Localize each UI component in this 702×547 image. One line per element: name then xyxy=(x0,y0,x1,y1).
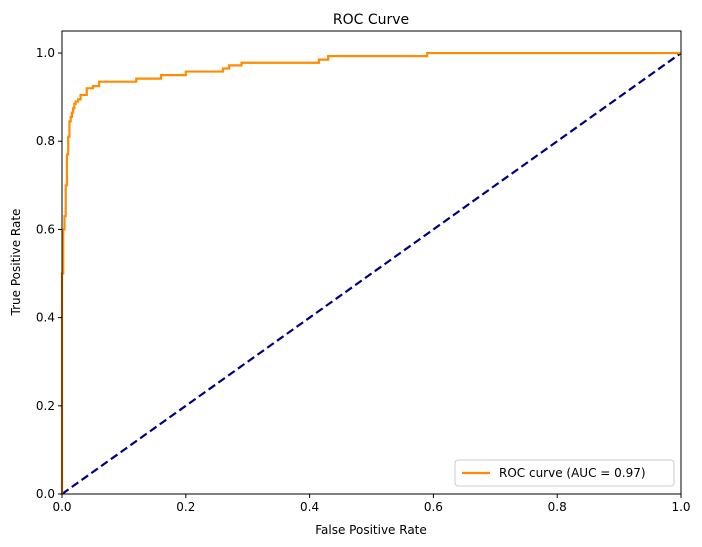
roc-curve-line xyxy=(60,51,681,494)
legend: ROC curve (AUC = 0.97) xyxy=(454,459,675,487)
x-tick-label: 1.0 xyxy=(671,500,690,514)
chance-diagonal-line xyxy=(61,52,682,495)
legend-box xyxy=(454,459,675,487)
y-tick-label: 0.6 xyxy=(36,222,55,236)
y-axis-label: True Positive Rate xyxy=(9,209,23,317)
y-tick-label: 0.8 xyxy=(36,134,55,148)
y-tick-label: 0.4 xyxy=(36,311,55,325)
x-tick-label: 0.8 xyxy=(548,500,567,514)
x-tick-label: 0.4 xyxy=(300,500,319,514)
x-tick-label: 0.6 xyxy=(424,500,443,514)
plot-area xyxy=(60,51,682,495)
x-tick-label: 0.0 xyxy=(52,500,71,514)
x-tick-label: 0.2 xyxy=(176,500,195,514)
y-tick-label: 1.0 xyxy=(36,46,55,60)
axis-ticks: 0.0 0.2 0.4 0.6 0.8 1.0 0.0 0.2 0.4 0.6 0.8 1.0 xyxy=(36,46,691,514)
y-tick-label: 0.2 xyxy=(36,399,55,413)
axes-frame xyxy=(61,30,682,495)
x-axis-label: False Positive Rate xyxy=(315,523,427,537)
legend-label-roc: ROC curve (AUC = 0.97) xyxy=(499,466,646,480)
y-tick-label: 0.0 xyxy=(36,487,55,501)
chart-title: ROC Curve xyxy=(333,12,409,28)
